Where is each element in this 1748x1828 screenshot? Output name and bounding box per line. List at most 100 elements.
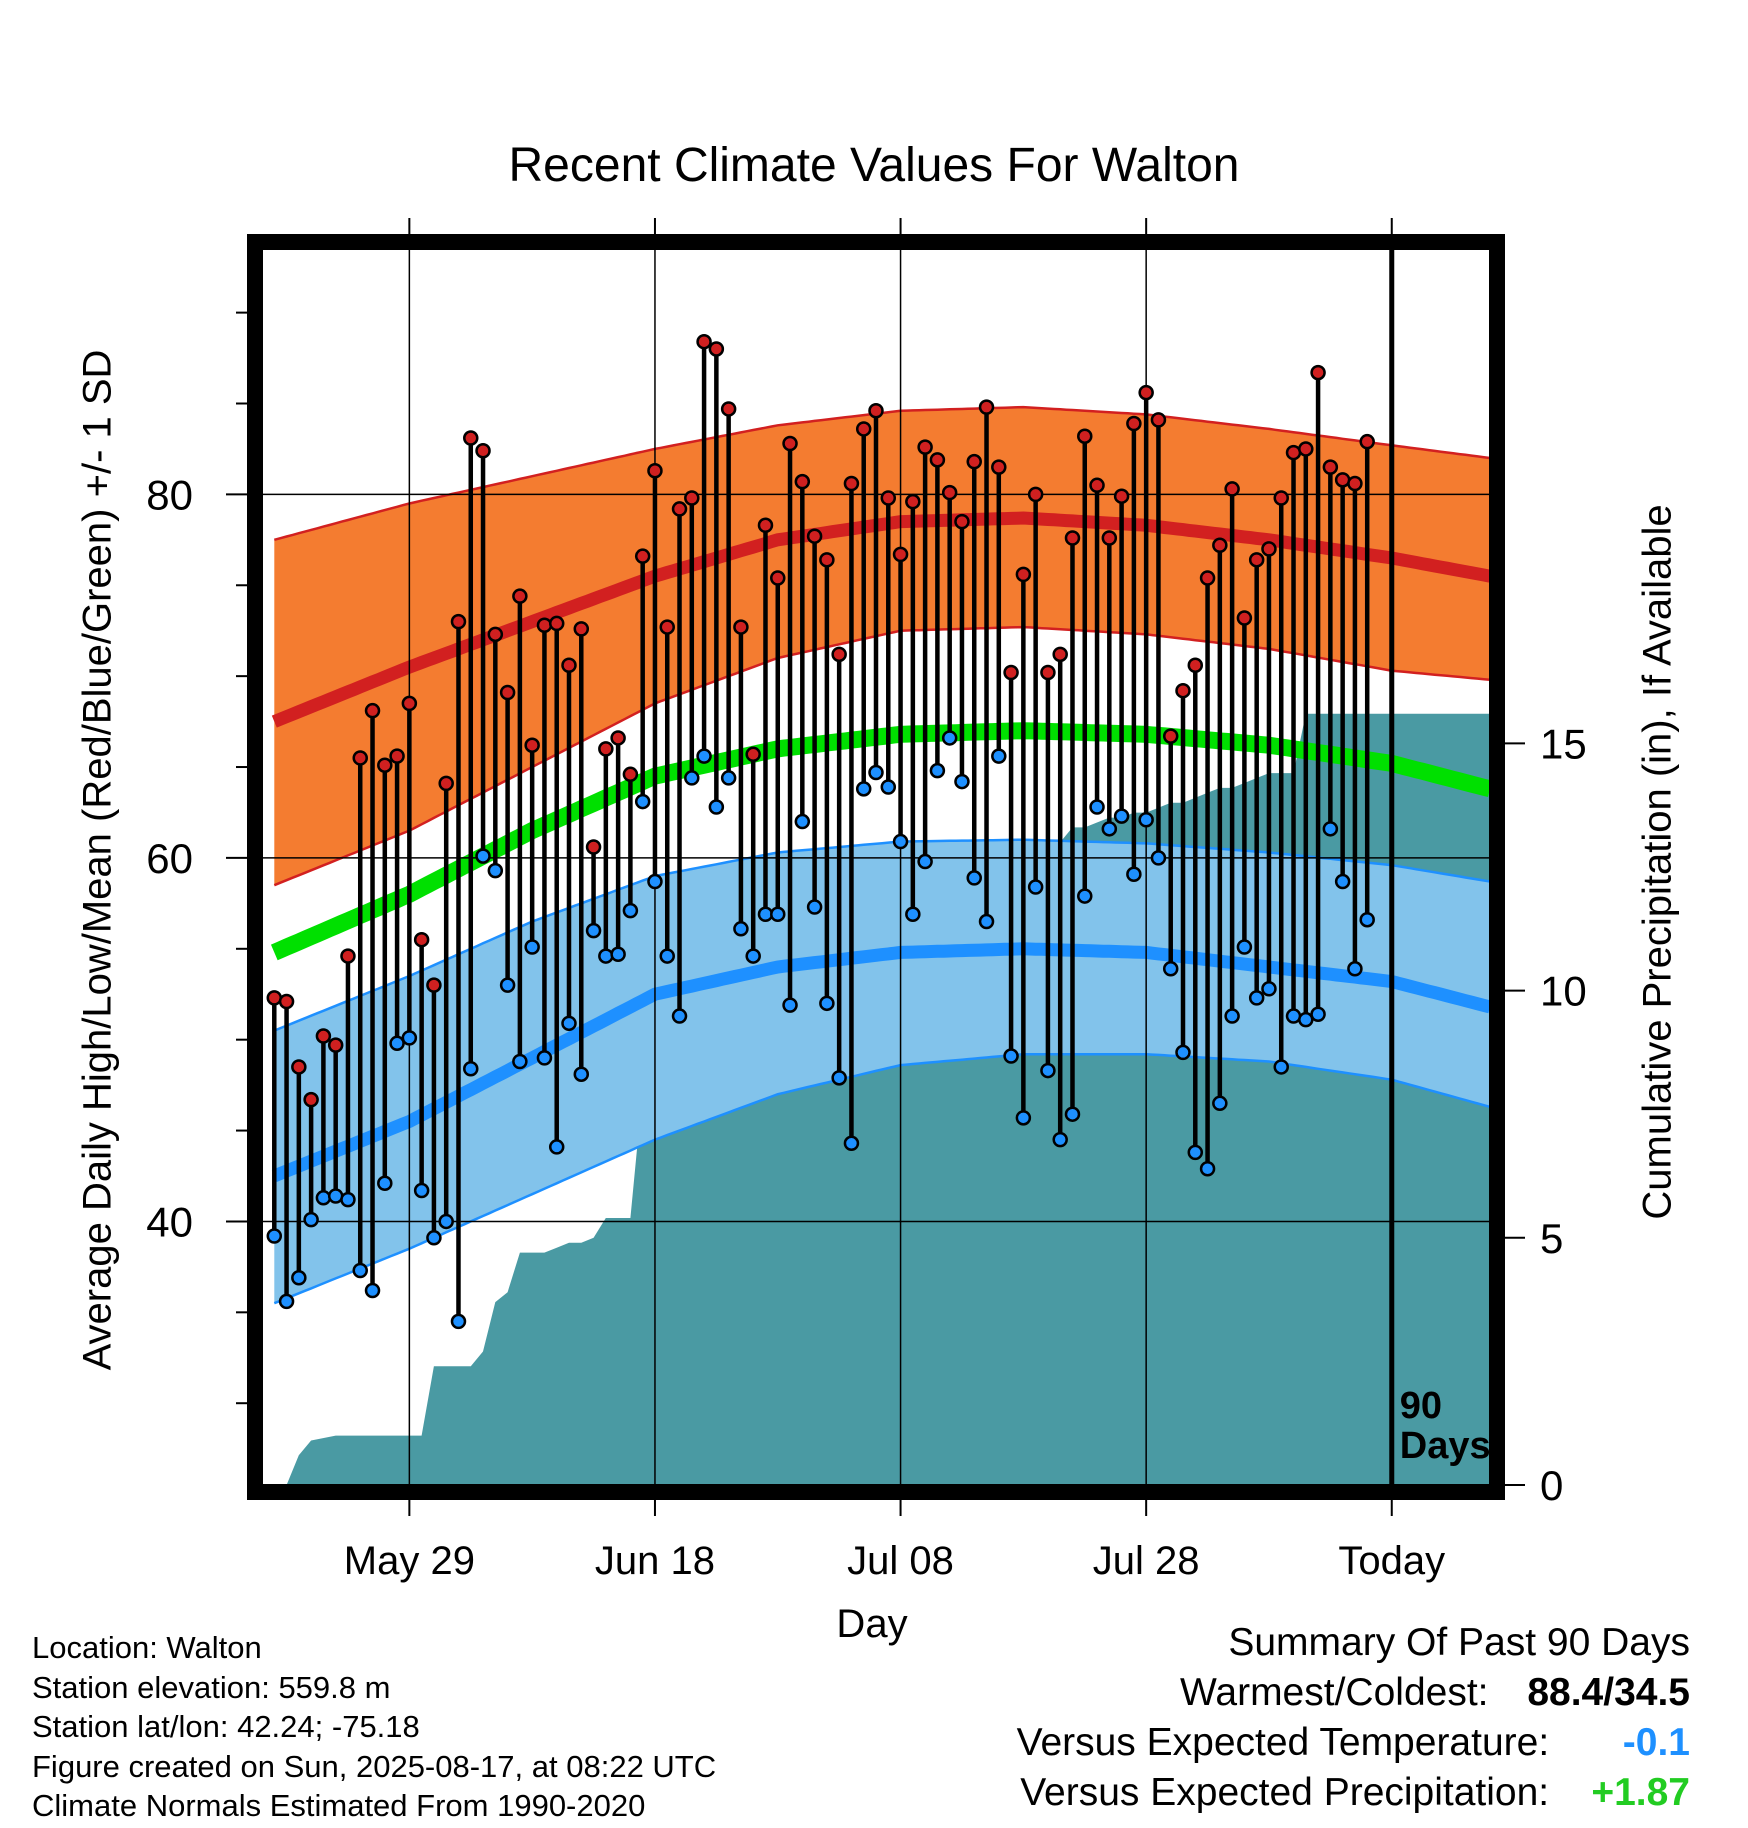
daily-low-point <box>671 1008 688 1024</box>
daily-high-point <box>1015 566 1032 583</box>
daily-high-point <box>573 621 590 637</box>
daily-high-point <box>327 1037 344 1053</box>
daily-high-point <box>941 484 958 501</box>
daily-high-point <box>1347 475 1363 492</box>
daily-low-point <box>463 1061 479 1077</box>
y-right-tick-label: 15 <box>1540 720 1587 767</box>
daily-low-point <box>1150 850 1167 866</box>
summary-panel: Summary Of Past 90 Days Warmest/Coldest:… <box>1017 1618 1690 1818</box>
daily-low-point <box>573 1066 590 1082</box>
daily-low-point <box>389 1035 405 1052</box>
station-elevation: Station elevation: 559.8 m <box>32 1669 391 1705</box>
daily-low-point <box>843 1135 860 1152</box>
high-lower-edge <box>273 625 1490 887</box>
daily-low-point <box>1077 888 1093 904</box>
daily-low-point <box>647 873 663 890</box>
daily-high-point <box>1077 428 1093 444</box>
daily-high-point <box>1359 433 1375 450</box>
daily-high-point <box>1040 664 1056 681</box>
daily-high-point <box>487 626 504 643</box>
station-location: Location: Walton <box>32 1630 262 1665</box>
daily-low-point <box>1027 879 1044 895</box>
daily-high-point <box>450 613 467 630</box>
figure-created: Figure created on Sun, 2025-08-17, at 08… <box>32 1748 717 1784</box>
daily-high-point <box>401 695 418 712</box>
daily-high-point <box>831 646 847 663</box>
daily-high-point <box>1138 384 1154 401</box>
daily-high-point <box>524 737 540 753</box>
daily-high-point <box>377 757 393 773</box>
daily-low-point <box>487 862 504 879</box>
temp-value: -0.1 <box>1622 1721 1690 1764</box>
daily-high-point <box>905 493 921 510</box>
daily-high-point <box>1113 488 1130 504</box>
daily-high-point <box>954 513 970 530</box>
daily-high-point <box>1162 728 1179 744</box>
daily-high-point <box>794 473 811 490</box>
daily-high-point <box>843 475 860 492</box>
daily-high-point <box>438 775 454 792</box>
daily-low-point <box>1310 1006 1326 1022</box>
station-latlon: Station lat/lon: 42.24; -75.18 <box>32 1709 420 1744</box>
daily-high-point <box>291 1059 307 1075</box>
daily-high-point <box>892 546 909 563</box>
daily-high-point <box>1027 486 1044 503</box>
daily-low-point <box>1138 811 1154 828</box>
daily-high-point <box>720 401 737 417</box>
x-tick-label: May 29 <box>344 1539 475 1583</box>
daily-high-point <box>548 615 565 632</box>
x-tick-label: Today <box>1338 1539 1445 1583</box>
daily-high-point <box>1150 412 1167 428</box>
daily-high-point <box>1052 646 1068 663</box>
daily-low-point <box>315 1190 332 1206</box>
x-tick-label: Jul 08 <box>847 1539 954 1583</box>
daily-low-point <box>536 1050 553 1066</box>
daily-high-point <box>1310 364 1326 381</box>
y-left-tick-label: 80 <box>146 471 193 518</box>
daily-low-point <box>1064 1106 1081 1122</box>
daily-low-point <box>991 748 1007 764</box>
daily-low-point <box>1298 1011 1314 1028</box>
daily-high-point <box>1298 441 1314 457</box>
daily-low-point <box>1261 981 1277 997</box>
marker-label-line-1: 90 <box>1400 1385 1442 1427</box>
daily-high-point <box>1101 530 1118 546</box>
daily-high-point <box>1064 530 1081 546</box>
x-axis-label: Day <box>836 1602 908 1646</box>
daily-high-point <box>880 490 897 506</box>
daily-low-point <box>978 913 995 930</box>
marker-label-line-2: Days <box>1400 1425 1491 1467</box>
y-left-tick-label: 40 <box>146 1198 193 1245</box>
daily-low-point <box>512 1053 528 1070</box>
y-left-tick-label: 60 <box>146 835 193 882</box>
daily-high-point <box>708 341 725 357</box>
daily-high-point <box>585 839 602 855</box>
daily-high-point <box>463 430 479 446</box>
daily-low-point <box>634 793 651 810</box>
y-axis-left-label: Average Daily High/Low/Mean (Red/Blue/Gr… <box>75 349 120 1371</box>
daily-low-point <box>905 906 921 923</box>
daily-low-point <box>966 870 982 886</box>
daily-low-point <box>880 779 897 795</box>
daily-high-point <box>1212 537 1228 554</box>
daily-high-point <box>512 588 528 604</box>
daily-low-point <box>855 781 872 797</box>
daily-high-point <box>868 403 884 419</box>
daily-high-point <box>684 490 700 506</box>
daily-high-point <box>278 993 295 1010</box>
daily-low-point <box>1248 990 1265 1006</box>
daily-low-point <box>1101 821 1118 837</box>
daily-high-point <box>1236 610 1253 626</box>
daily-low-point <box>377 1175 393 1192</box>
daily-low-point <box>1126 866 1142 883</box>
daily-low-point <box>929 762 946 779</box>
daily-low-point <box>659 948 675 964</box>
daily-low-point <box>401 1030 418 1046</box>
daily-high-point <box>1261 541 1277 557</box>
daily-high-point <box>806 528 823 544</box>
daily-low-point <box>892 833 909 850</box>
daily-low-point <box>327 1188 344 1204</box>
daily-high-point <box>1175 682 1191 699</box>
daily-low-point <box>1175 1044 1191 1061</box>
daily-low-point <box>1003 1048 1019 1064</box>
